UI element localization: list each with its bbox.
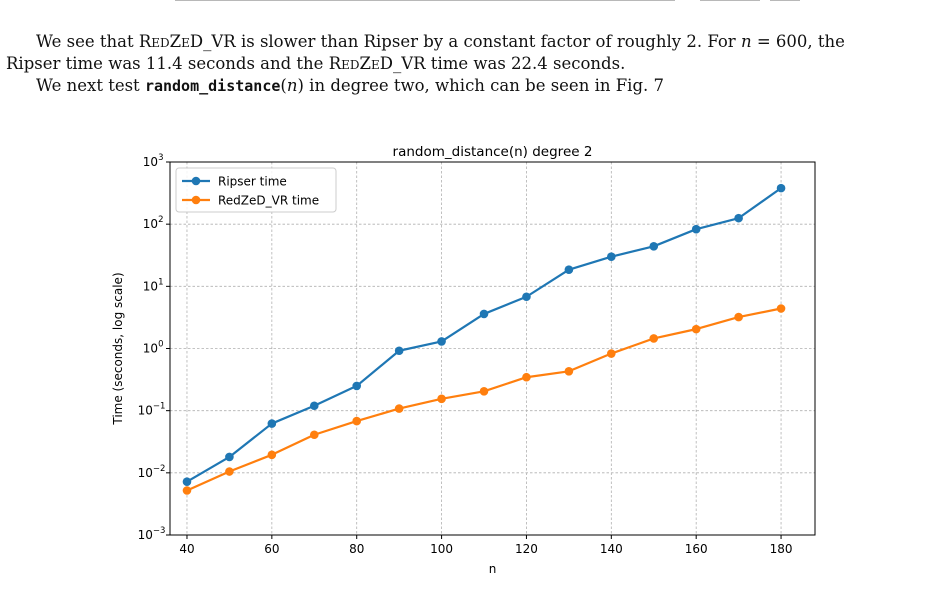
text-run: Ripser time was 11.4 seconds and the <box>6 54 329 73</box>
method-name: RedZeD_VR <box>138 32 236 51</box>
data-point <box>437 394 446 404</box>
data-point <box>352 381 362 391</box>
x-tick-label: 80 <box>349 542 364 556</box>
legend-label: Ripser time <box>218 175 287 189</box>
text-run: = 600, the <box>751 32 845 51</box>
data-point <box>607 252 616 261</box>
text-run: We next test <box>36 76 145 95</box>
y-tick-label: 10−1 <box>138 402 166 418</box>
data-point <box>522 292 531 302</box>
method-name: RedZeD_VR <box>328 54 426 73</box>
data-point <box>225 467 234 476</box>
data-point <box>479 386 489 396</box>
clipped-previous-line <box>0 0 928 2</box>
data-point <box>267 450 277 460</box>
y-tick-label: 102 <box>143 215 164 231</box>
y-tick-label: 103 <box>143 153 164 169</box>
paragraph-line-1: We see that RedZeD_VR is slower than Rip… <box>36 31 845 53</box>
y-tick-label: 10−2 <box>138 464 166 480</box>
series-line <box>186 307 782 492</box>
x-tick-label: 140 <box>600 542 623 556</box>
legend-label: RedZeD_VR time <box>218 194 319 208</box>
data-point <box>225 452 234 462</box>
text-run: We see that <box>36 32 139 51</box>
text-run: time was 22.4 seconds. <box>425 54 626 73</box>
data-point <box>649 334 659 343</box>
data-point <box>734 213 743 223</box>
y-tick-label: 100 <box>143 340 164 356</box>
data-point <box>734 312 743 322</box>
text-run: is slower than Ripser by a constant fact… <box>235 32 741 51</box>
legend-marker <box>191 195 201 205</box>
paragraph-line-3: We next test random_distance(n) in degre… <box>36 75 664 97</box>
code-function-name: random_distance <box>144 77 281 95</box>
x-tick-label: 120 <box>515 542 538 556</box>
data-point <box>691 324 701 334</box>
data-point <box>776 183 786 193</box>
data-point <box>182 486 192 495</box>
series-line <box>186 187 782 483</box>
clipped-caption-line <box>0 596 928 603</box>
data-point <box>479 309 489 319</box>
math-variable: n <box>740 32 752 51</box>
data-point <box>309 430 319 440</box>
data-point <box>564 265 574 275</box>
data-point <box>437 337 446 346</box>
data-point <box>182 477 192 487</box>
data-point <box>309 401 319 411</box>
x-tick-label: 100 <box>430 542 453 556</box>
math-variable: n <box>286 76 298 95</box>
x-tick-label: 160 <box>685 542 708 556</box>
data-point <box>691 224 701 234</box>
legend-box <box>175 167 337 213</box>
data-point <box>564 366 574 376</box>
text-run: ) in degree two, which can be seen in Fi… <box>297 76 664 95</box>
x-tick-label: 40 <box>179 542 194 556</box>
data-point <box>394 346 404 356</box>
x-tick-label: 60 <box>264 542 279 556</box>
data-point <box>394 404 404 413</box>
data-point <box>649 242 659 251</box>
x-axis-label: n <box>489 562 497 576</box>
y-tick-label: 101 <box>143 277 164 293</box>
data-point <box>267 419 277 428</box>
paragraph-line-2: Ripser time was 11.4 seconds and the Red… <box>6 53 625 75</box>
text-run: ( <box>280 76 287 95</box>
legend-marker <box>191 176 201 186</box>
y-tick-label: 10−3 <box>138 526 166 542</box>
data-point <box>352 416 362 426</box>
data-point <box>607 349 616 358</box>
x-tick-label: 180 <box>770 542 793 556</box>
data-point <box>522 372 531 382</box>
chart-title: random_distance(n) degree 2 <box>393 144 593 160</box>
y-axis-label: Time (seconds, log scale) <box>111 272 125 425</box>
data-point <box>776 304 786 313</box>
